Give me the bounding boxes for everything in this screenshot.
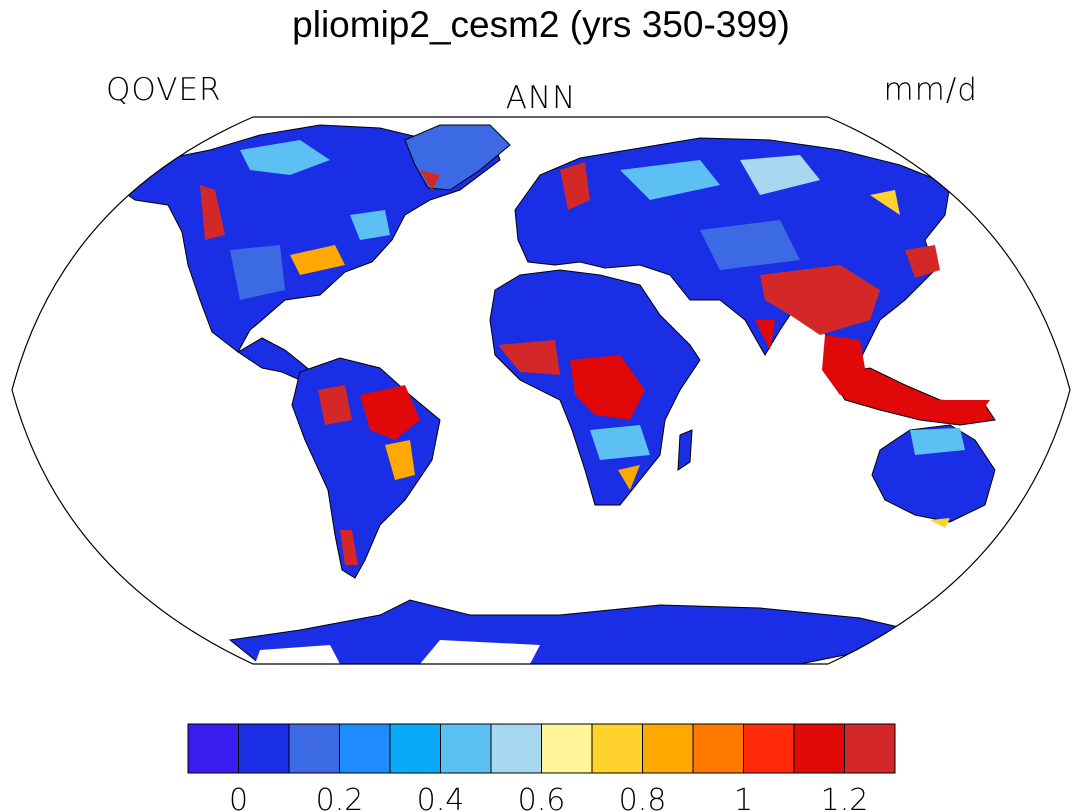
colorbar-cell (541, 723, 593, 774)
colorbar-cell (339, 723, 391, 774)
colorbar-tick-label: 0.2 (316, 783, 364, 812)
variable-label: QOVER (106, 72, 222, 108)
colorbar-cell (844, 723, 896, 774)
colorbar-cell (389, 723, 441, 774)
globe-outline (11, 116, 1071, 665)
antarctica-landmass (228, 599, 922, 664)
colorbar-cells (187, 723, 896, 774)
land-layer (117, 124, 1036, 664)
map-title: pliomip2_cesm2 (yrs 350-399) (292, 4, 790, 45)
colorbar-tick-label: 0.8 (619, 783, 667, 812)
north-america-landmass (117, 124, 501, 353)
colorbar-cell (743, 723, 795, 774)
colorbar-cell (440, 723, 492, 774)
season-label: ANN (505, 80, 577, 116)
colorbar-tick-label: 1 (734, 783, 753, 812)
units-label: mm/d (883, 72, 978, 108)
colorbar-tick-labels: 0 0.2 0.4 0.6 0.8 1 1.2 (229, 783, 868, 812)
colorbar-cell (288, 723, 340, 774)
colorbar-tick-label: 0 (229, 783, 248, 812)
runoff-patches (200, 140, 990, 664)
colorbar-tick-label: 0.6 (518, 783, 566, 812)
colorbar-cell (793, 723, 845, 774)
colorbar-tick-label: 0.4 (417, 783, 465, 812)
colorbar-cell (187, 723, 239, 774)
colorbar-cell (490, 723, 542, 774)
colorbar-cell (642, 723, 694, 774)
colorbar-tick-label: 1.2 (821, 783, 869, 812)
colorbar-cell (692, 723, 744, 774)
madagascar-landmass (677, 429, 693, 471)
colorbar-cell (591, 723, 643, 774)
colorbar-cell (238, 723, 290, 774)
